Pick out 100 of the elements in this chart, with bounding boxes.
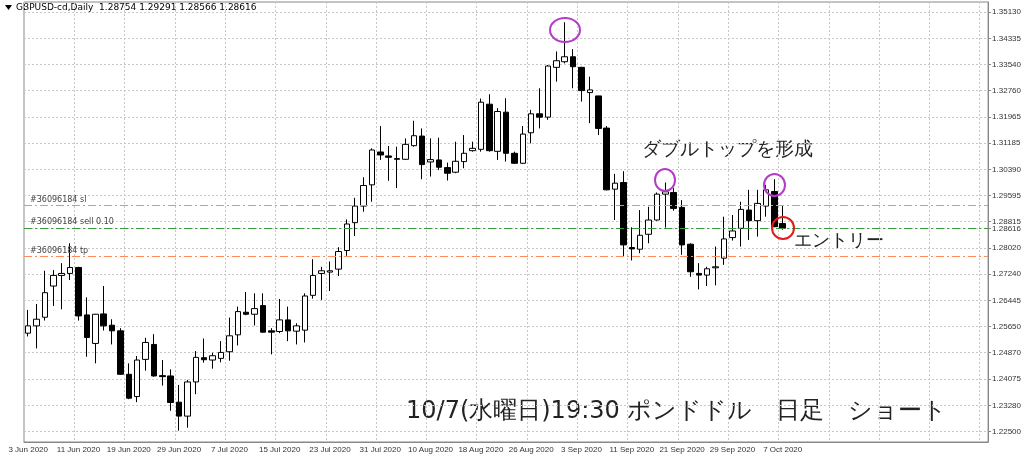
x-tick-label: 7 Jul 2020: [210, 444, 249, 454]
y-tick-label: 1.31965: [992, 112, 1022, 122]
candlestick: [645, 206, 652, 244]
y-tick-label: 1.30390: [992, 164, 1022, 174]
candlestick: [369, 147, 375, 203]
candlestick: [243, 291, 249, 316]
candlestick: [729, 214, 736, 242]
x-tick-label: 19 Jun 2020: [106, 444, 152, 454]
y-tick-label: 1.26445: [992, 295, 1022, 305]
candlestick: [75, 266, 82, 322]
candlestick: [654, 191, 660, 222]
chart-title: GBPUSD-cd,Daily 1.28754 1.29291 1.28566 1.28616: [16, 1, 257, 12]
candlestick: [260, 292, 266, 333]
candlestick: [536, 87, 543, 129]
candlestick: [335, 246, 342, 277]
candlestick: [721, 216, 727, 266]
candlestick: [687, 242, 694, 278]
y-tick-label: 1.35130: [992, 7, 1022, 17]
candlestick: [251, 292, 258, 327]
y-tick-label: 1.33540: [992, 60, 1022, 70]
candlestick: [637, 209, 643, 254]
candlestick: [612, 173, 618, 221]
candlestick: [545, 64, 551, 121]
y-tick-label: 1.25650: [992, 322, 1022, 332]
candlestick: [285, 306, 291, 342]
y-tick-label: 1.34335: [992, 33, 1022, 43]
candlestick: [520, 125, 526, 165]
candlestick: [503, 97, 509, 163]
candlestick: [461, 134, 467, 169]
x-tick-label: 7 Oct 2020: [763, 444, 803, 454]
y-tick-label: 1.24075: [992, 374, 1022, 384]
y-tick-label: 1.28815: [992, 217, 1022, 226]
ref-line-label: #36096184 sl: [30, 194, 87, 204]
candlestick: [42, 270, 48, 322]
candlestick: [126, 362, 132, 400]
x-tick-label: 29 Jun 2020: [157, 444, 202, 454]
candlestick: [679, 199, 685, 256]
candlestick: [419, 127, 425, 180]
candlestick: [310, 258, 316, 300]
x-tick-label: 11 Sep 2020: [609, 444, 655, 454]
x-tick-label: 10 Aug 2020: [408, 444, 454, 454]
y-tick-label: 1.32760: [992, 86, 1022, 96]
candlestick: [318, 266, 325, 301]
x-tick-label: 11 Jun 2020: [56, 444, 101, 454]
candlestick: [84, 296, 90, 358]
x-tick-label: 26 Aug 2020: [508, 444, 555, 454]
candlestick: [117, 327, 124, 376]
candlestick: [344, 218, 350, 257]
ref-line-label: #36096184 sell 0.10: [30, 217, 114, 227]
x-tick-label: 31 Jul 2020: [359, 444, 402, 454]
candlestick: [427, 137, 434, 178]
candlestick: [184, 379, 191, 429]
x-tick-label: 3 Jun 2020: [8, 444, 49, 454]
x-tick-label: 15 Jul 2020: [259, 444, 301, 454]
candlestick: [629, 226, 635, 261]
y-tick-label: 1.28020: [992, 243, 1022, 253]
candlestick: [293, 322, 300, 345]
candlestick: [738, 201, 744, 248]
candlestick: [226, 317, 233, 362]
y-tick-label: 1.31185: [992, 138, 1021, 148]
candlestick: [327, 260, 333, 292]
x-tick-label: 23 Jul 2020: [309, 444, 352, 454]
candlestick: [578, 66, 585, 103]
x-tick-label: 21 Sep 2020: [659, 444, 706, 454]
candlestick: [696, 262, 702, 290]
y-tick-label: 1.29595: [992, 191, 1022, 201]
candlestick: [570, 48, 576, 89]
y-tick-label: 1.27240: [992, 269, 1022, 279]
candlestick: [176, 384, 182, 432]
candlestick: [235, 306, 241, 346]
y-tick-label: 1.24870: [992, 347, 1022, 357]
candlestick: [620, 170, 627, 258]
candlestick: [704, 266, 710, 287]
candlestick: [754, 189, 761, 238]
candlestick: [352, 197, 358, 237]
candlestick: [469, 141, 476, 153]
candlestick: [402, 137, 409, 161]
y-tick-label: 1.28616: [992, 223, 1022, 233]
candlestick: [134, 355, 140, 403]
x-tick-label: 3 Sep 2020: [561, 444, 603, 454]
candlestick: [201, 337, 207, 364]
candlestick: [360, 176, 367, 213]
candlestick: [218, 340, 224, 363]
candlestick: [528, 109, 534, 144]
y-tick-label: 1.23280: [992, 400, 1022, 410]
candlestick: [193, 350, 199, 395]
candlestick: [511, 151, 518, 165]
candlestick: [436, 137, 442, 171]
candlestick: [33, 303, 40, 349]
candlestick: [302, 292, 308, 343]
candlestick: [712, 246, 719, 286]
candlestick: [209, 352, 216, 370]
candlestick: [587, 76, 593, 124]
x-tick-label: 18 Aug 2020: [458, 444, 504, 454]
candlestick: [109, 318, 115, 345]
candlestick: [411, 120, 417, 148]
candlestick: [478, 98, 484, 153]
candlestick: [394, 146, 400, 189]
candlestick: [142, 337, 149, 372]
candlestick: [746, 189, 752, 241]
